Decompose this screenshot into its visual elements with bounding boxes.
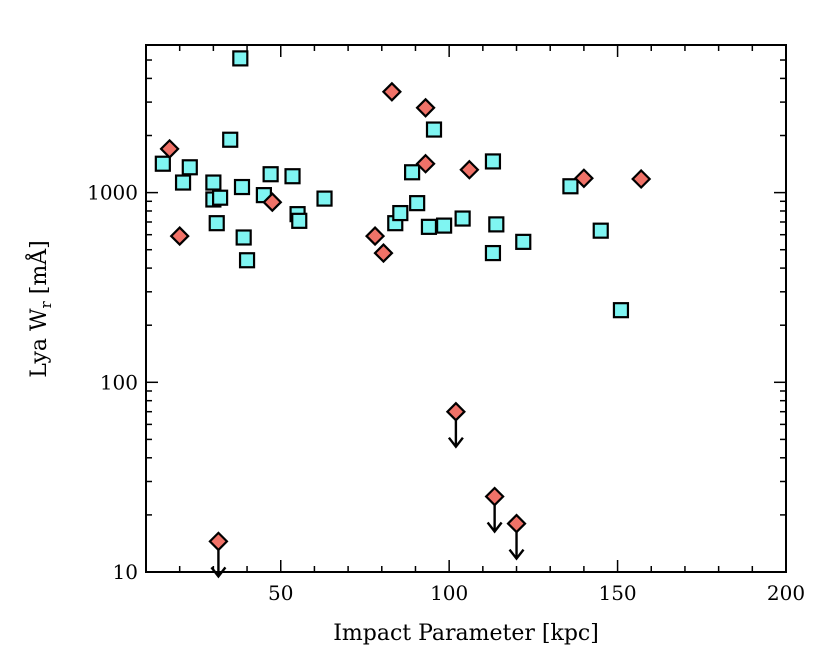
upper-limit-arrow-head: [447, 436, 464, 449]
x-axis-title: Impact Parameter [kpc]: [333, 621, 599, 646]
square-point: [181, 159, 198, 176]
square-point: [208, 215, 225, 232]
square-point: [212, 189, 229, 206]
x-tick-label: 50: [268, 581, 293, 605]
diamond-point: [631, 168, 652, 190]
x-tick-label: 100: [430, 581, 468, 605]
square-point: [262, 166, 279, 183]
square-point: [562, 178, 579, 195]
square-point: [235, 229, 252, 246]
x-tick-label: 200: [767, 581, 805, 605]
diamond-point: [169, 226, 190, 247]
upper-limit-arrow-head: [210, 566, 227, 579]
square-point: [392, 204, 409, 222]
square-point: [436, 217, 453, 234]
square-point: [425, 121, 443, 138]
diamond-point: [415, 97, 436, 118]
data-points: [154, 50, 652, 579]
square-point: [420, 218, 438, 235]
x-tick-label: 150: [598, 581, 636, 605]
diamond-point: [506, 513, 527, 534]
square-point: [222, 131, 239, 148]
diamond-point: [373, 243, 394, 264]
y-tick-label: 100: [100, 370, 138, 394]
square-point: [232, 50, 249, 67]
diamond-point: [159, 138, 180, 159]
square-point: [409, 195, 426, 212]
square-point: [291, 212, 308, 229]
diamond-point: [262, 192, 283, 213]
square-point: [612, 302, 630, 319]
square-point: [484, 153, 502, 170]
y-axis-title-subscript: r: [37, 300, 55, 308]
diamond-point: [484, 486, 505, 507]
diamond-point: [445, 401, 466, 422]
square-point: [174, 174, 192, 191]
square-point: [316, 190, 333, 207]
square-point: [233, 178, 251, 196]
diamond-point: [208, 531, 229, 552]
square-point: [488, 216, 505, 233]
square-point: [484, 244, 502, 262]
y-axis-title-unit: [mÅ]: [24, 240, 52, 301]
tick-labels: 50 100 150 200 10 100 1000: [87, 181, 805, 605]
square-point: [284, 168, 301, 185]
y-tick-label: 10: [113, 560, 138, 584]
diamond-point: [381, 81, 402, 102]
square-point: [404, 164, 421, 181]
square-point: [592, 222, 609, 239]
square-point: [454, 210, 471, 227]
y-tick-label: 1000: [87, 181, 138, 205]
axis-ticks: [146, 44, 787, 573]
y-axis-title-main: Lya W: [27, 308, 52, 378]
square-point: [154, 155, 171, 172]
y-axis-title: Lya Wr [mÅ]: [24, 240, 55, 377]
square-point: [205, 174, 222, 191]
upper-limit-arrow-head: [508, 548, 525, 561]
upper-limit-arrow-head: [486, 521, 503, 534]
diamond-point: [459, 159, 480, 180]
diamond-point: [573, 168, 594, 189]
plot-frame: [145, 44, 787, 573]
diamond-point: [415, 153, 436, 174]
square-point: [515, 233, 532, 250]
diamond-point: [364, 226, 386, 247]
square-point: [238, 252, 256, 269]
